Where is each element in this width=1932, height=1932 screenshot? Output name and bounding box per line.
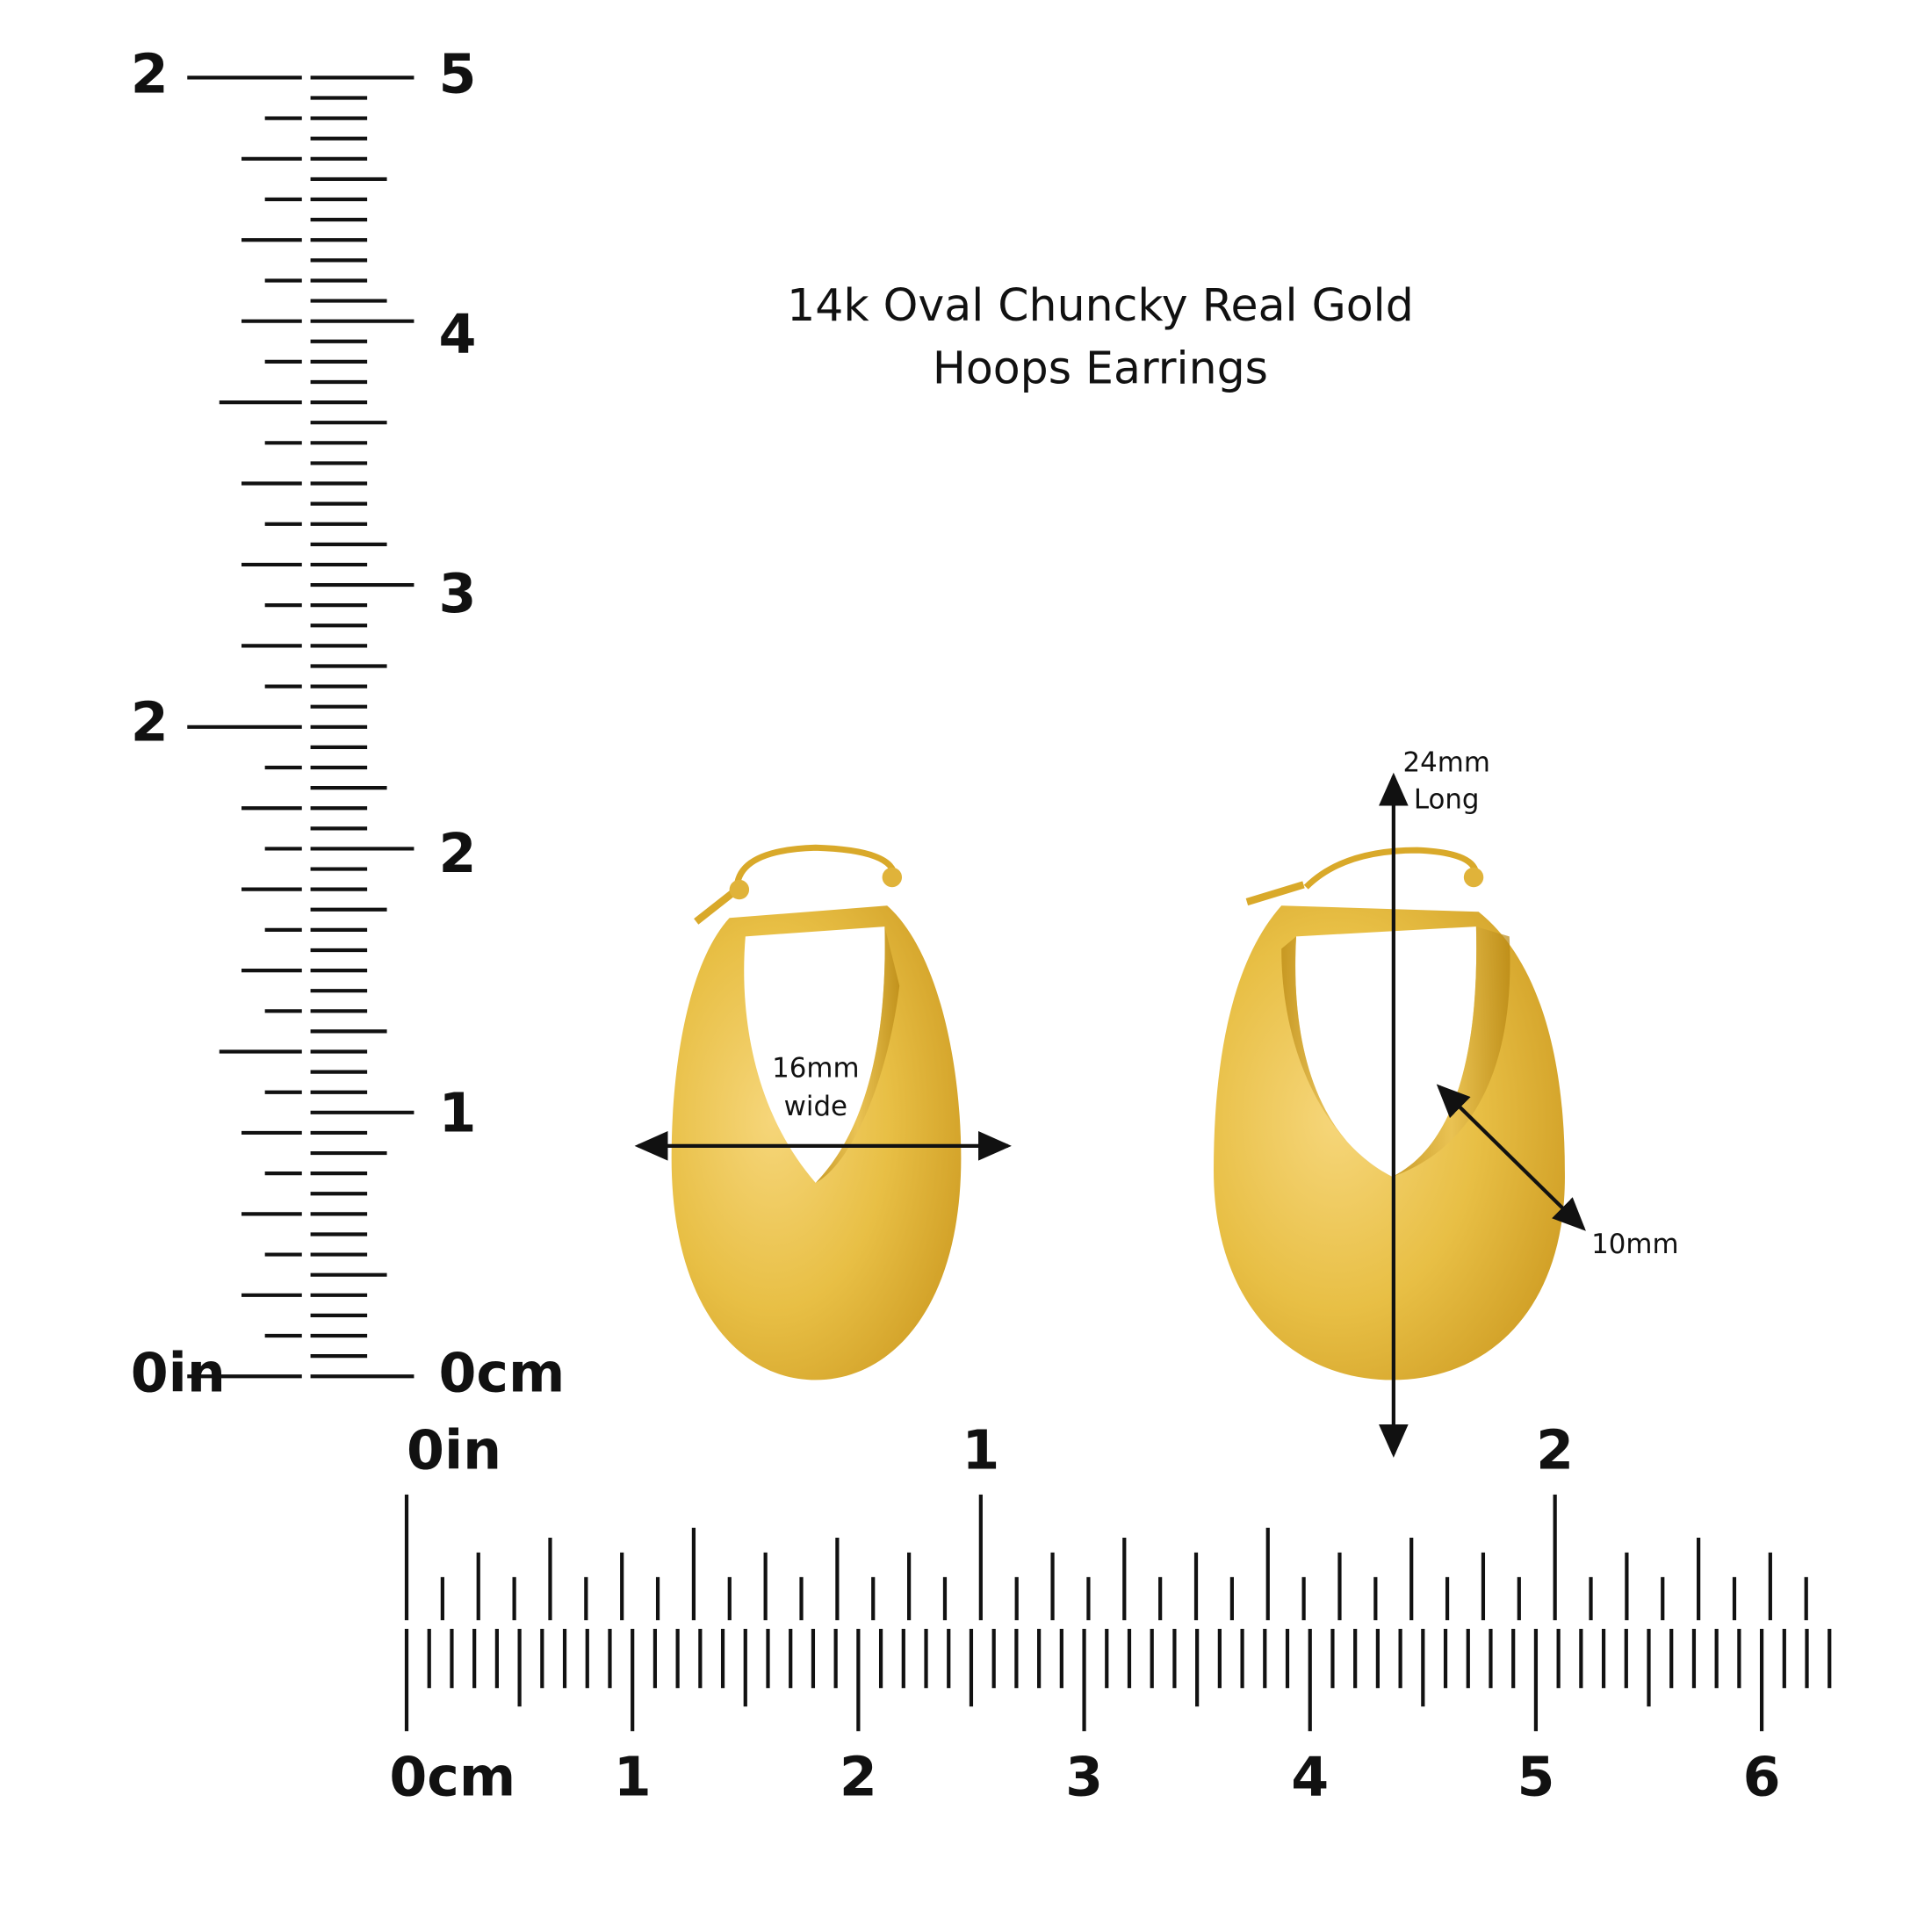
ruler-label: 2 xyxy=(840,1746,877,1809)
title: Hoops Earrings xyxy=(933,342,1268,393)
ruler-label: 5 xyxy=(438,42,476,105)
ruler-label: 3 xyxy=(1065,1746,1103,1809)
annotation: 10mm xyxy=(1591,1229,1678,1260)
ruler-label: 2 xyxy=(1536,1419,1574,1482)
earring-side xyxy=(1214,847,1565,1381)
ruler-label: 2 xyxy=(131,42,169,105)
ruler-label: 1 xyxy=(614,1746,652,1809)
ruler-label: 0cm xyxy=(389,1746,515,1809)
annotation: 16mm xyxy=(772,1052,859,1084)
depth-arrow xyxy=(1436,1084,1586,1231)
ruler-label: 0in xyxy=(131,1341,226,1404)
ruler-label: 4 xyxy=(438,302,476,365)
ruler-label: 2 xyxy=(438,822,476,885)
ruler-label: 1 xyxy=(438,1082,476,1145)
ruler-label: 3 xyxy=(438,562,476,625)
ruler-label: 1 xyxy=(962,1419,999,1482)
ruler-label: 5 xyxy=(1517,1746,1554,1809)
annotation: Long xyxy=(1414,783,1480,815)
ruler-label: 4 xyxy=(1291,1746,1329,1809)
ruler-label: 0cm xyxy=(438,1341,565,1404)
ruler-label: 6 xyxy=(1743,1746,1781,1809)
annotation: wide xyxy=(784,1091,847,1122)
ruler-ticks xyxy=(187,76,1832,1732)
title: 14k Oval Chuncky Real Gold xyxy=(787,279,1414,331)
ruler-label: 2 xyxy=(131,690,169,753)
annotation: 24mm xyxy=(1402,746,1489,778)
ruler-label: 0in xyxy=(407,1419,501,1482)
